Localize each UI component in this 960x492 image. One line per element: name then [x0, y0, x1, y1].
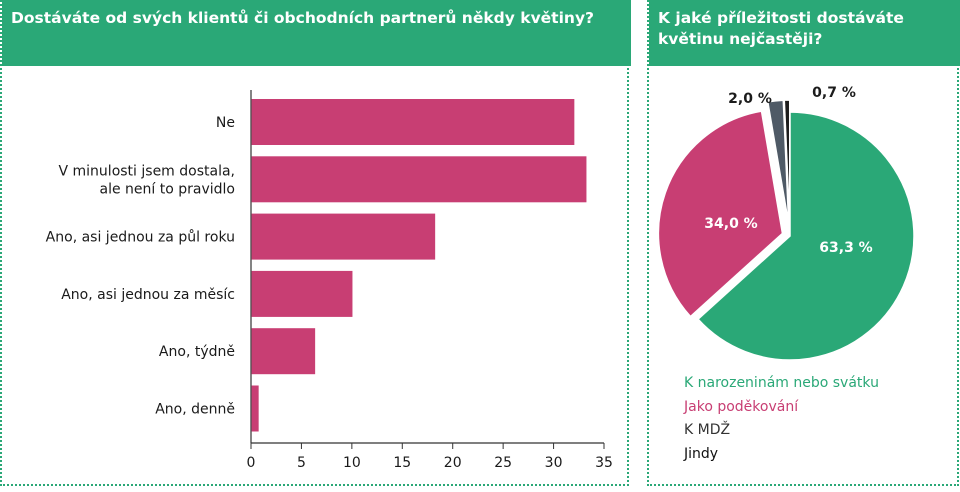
bar [251, 156, 587, 203]
pie-chart-title: K jaké příležitosti dostáváte květinu ne… [649, 0, 960, 66]
x-tick-label: 10 [343, 455, 361, 471]
bar [251, 270, 353, 317]
bar [251, 385, 259, 432]
legend-item-birthday: K narozeninám nebo svátku [684, 375, 879, 391]
x-tick-label: 30 [545, 455, 563, 471]
x-tick-label: 35 [595, 455, 613, 471]
bar [251, 213, 436, 260]
category-label: ale není to pravidlo [100, 181, 235, 197]
x-tick-label: 20 [444, 455, 462, 471]
legend-item-thanks: Jako poděkování [684, 398, 799, 415]
pie-legend: K narozeninám nebo svátku Jako poděkován… [684, 372, 879, 466]
category-label: Ano, denně [155, 402, 235, 418]
x-tick-label: 5 [297, 455, 306, 471]
category-label: Ne [216, 115, 235, 131]
x-tick-label: 25 [494, 455, 512, 471]
bar-chart-panel: Dostáváte od svých klientů či obchodních… [0, 0, 631, 486]
pie-chart-panel: K jaké příležitosti dostáváte květinu ne… [647, 0, 960, 486]
category-label: Ano, asi jednou za měsíc [61, 287, 235, 303]
legend-item-other: Jindy [684, 445, 719, 462]
bar-chart: 0 5 10 15 20 25 30 35 Ne V minulosti jsem dostala… [46, 90, 613, 471]
bar [251, 328, 316, 375]
bar-chart-title: Dostáváte od svých klientů či obchodních… [2, 0, 631, 66]
x-tick-label: 15 [393, 455, 411, 471]
legend-item-mdz: K MDŽ [684, 422, 731, 438]
x-tick-label: 0 [247, 455, 256, 471]
category-label: Ano, asi jednou za půl roku [46, 230, 235, 246]
bar [251, 99, 575, 145]
category-label: V minulosti jsem dostala, [59, 163, 236, 179]
category-label: Ano, týdně [159, 344, 235, 360]
